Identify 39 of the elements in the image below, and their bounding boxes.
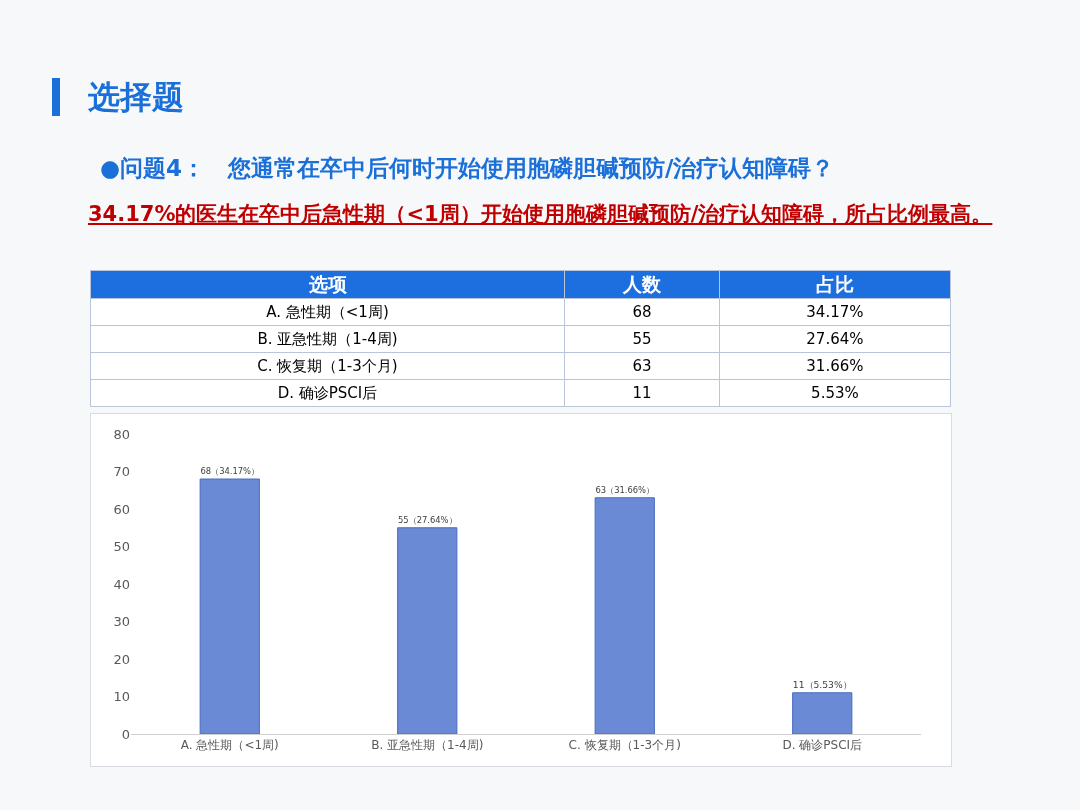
- bar: [594, 497, 655, 734]
- category-label: B. 亚急性期（1-4周): [90, 325, 565, 353]
- data-label: 11（5.53%）: [792, 678, 852, 690]
- text: 占比: [719, 270, 951, 299]
- text: 34.17%的医生在卒中后急性期（<1周）开始使用胞磷胆碱预防/治疗认知障碍，所占比例最高。: [88, 201, 994, 228]
- category-label: C. 恢复期（1-3个月): [90, 352, 565, 380]
- y-tick-label: 30: [113, 614, 130, 630]
- data-label: 63（31.66%）: [595, 484, 655, 495]
- series-label: 人数: [564, 270, 720, 299]
- text: 选择题: [88, 77, 184, 118]
- category-label: A. 急性期（<1周): [90, 298, 565, 326]
- data-label: 11: [564, 379, 720, 407]
- x-tick-label: B. 亚急性期（1-4周): [371, 738, 484, 753]
- bar: [792, 692, 853, 734]
- y-tick-label: 40: [113, 576, 130, 592]
- y-tick-label: 80: [113, 426, 130, 442]
- x-tick-label: C. 恢复期（1-3个月): [568, 738, 681, 753]
- y-tick-label: 20: [113, 651, 130, 667]
- data-label: 55: [564, 325, 720, 353]
- data-label: 68（34.17%）: [200, 466, 260, 477]
- data-label: 31.66%: [719, 352, 951, 380]
- y-tick-label: 0: [121, 726, 130, 742]
- category-label: D. 确诊PSCI后: [90, 379, 565, 407]
- y-tick-label: 60: [113, 501, 130, 517]
- data-label: 68: [564, 298, 720, 326]
- bar: [199, 478, 260, 734]
- bar: [397, 527, 458, 734]
- data-label: 63: [564, 352, 720, 380]
- data-label: 27.64%: [719, 325, 951, 353]
- data-label: 5.53%: [719, 379, 951, 407]
- text: ●问题4： 您通常在卒中后何时开始使用胞磷胆碱预防/治疗认知障碍？: [100, 154, 835, 183]
- data-label: 34.17%: [719, 298, 951, 326]
- y-tick-label: 10: [113, 689, 130, 705]
- legend-title: 选项: [90, 270, 565, 299]
- x-tick-label: A. 急性期（<1周): [180, 738, 279, 753]
- y-tick-label: 70: [113, 464, 130, 480]
- x-tick-label: D. 确诊PSCI后: [782, 738, 863, 753]
- y-tick-label: 50: [113, 539, 130, 555]
- data-label: 55（27.64%）: [398, 514, 457, 525]
